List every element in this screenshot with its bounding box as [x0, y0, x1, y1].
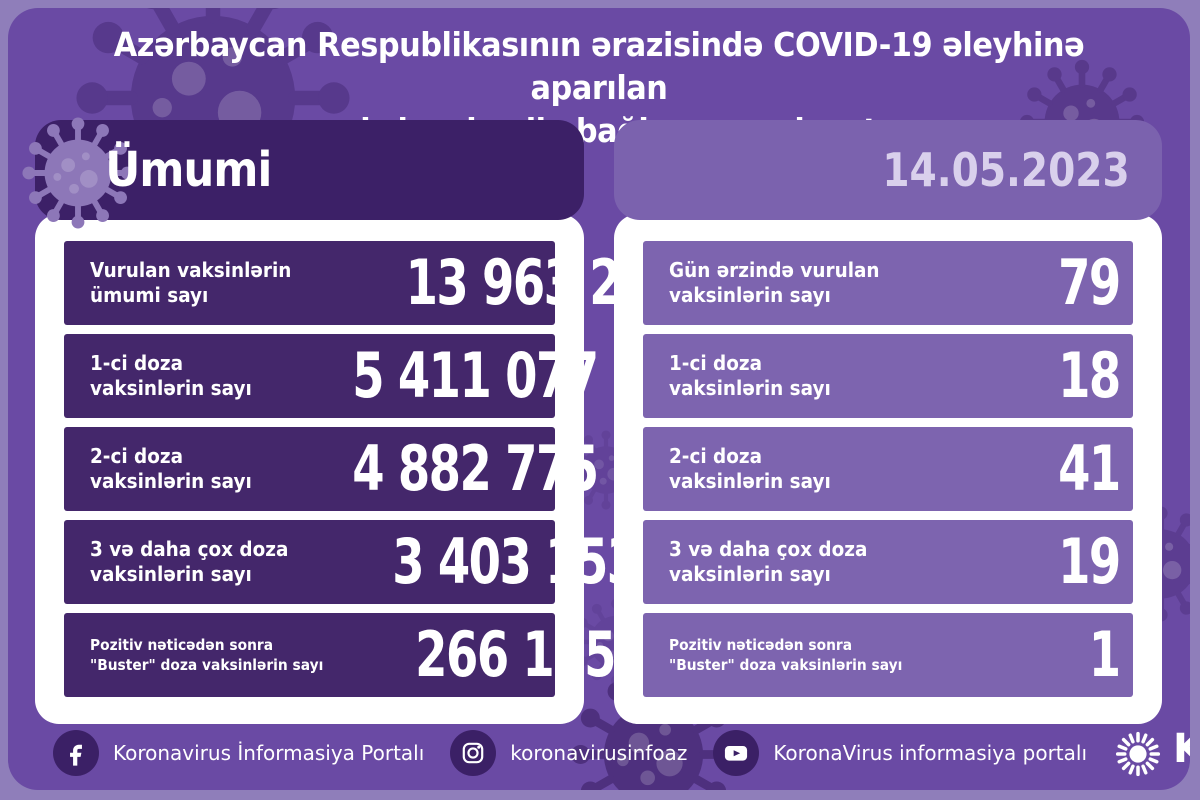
stat-label: 1-ci doza vaksinlərin sayı [668, 350, 831, 400]
daily-panel-body: Gün ərzində vurulan vaksinlərin sayı 79 … [613, 214, 1162, 724]
stat-row-first-dose-total: 1-ci doza vaksinlərin sayı 5 411 077 [64, 334, 599, 418]
footer: Koronavirus İnformasiya Portalı koronavi… [35, 720, 1190, 786]
stat-label: 3 və daha çox doza vaksinlərin sayı [90, 536, 289, 586]
stat-row-second-dose-total: 2-ci doza vaksinlərin sayı 4 882 775 [64, 427, 599, 511]
stat-value: 18 [1057, 339, 1121, 412]
facebook-label: Koronavirus İnformasiya Portalı [113, 741, 425, 765]
stat-value: 19 [1057, 525, 1121, 598]
stat-value: 3 403 153 [391, 525, 639, 598]
stat-label: Vurulan vaksinlərin ümumi sayı [90, 257, 292, 307]
stats-columns: Ümumi Vurulan vaksinlərin ümumi sayı 13 … [35, 120, 1162, 724]
stat-value: 4 882 775 [352, 432, 599, 505]
stat-row-second-dose-daily: 2-ci doza vaksinlərin sayı 41 [642, 427, 1133, 511]
totals-panel-title: Ümumi [105, 142, 272, 198]
page-title-line1: Azərbaycan Respublikasının ərazisində CO… [113, 25, 1085, 107]
totals-panel: Ümumi Vurulan vaksinlərin ümumi sayı 13 … [35, 120, 683, 724]
stat-label: Pozitiv nəticədən sonra "Buster" doza va… [90, 635, 324, 674]
youtube-label: KoronaVirus informasiya portalı [773, 741, 1088, 765]
stat-label: Gün ərzində vurulan vaksinlərin sayı [668, 257, 880, 307]
stat-label: 1-ci doza vaksinlərin sayı [90, 350, 252, 400]
main-card: Azərbaycan Respublikasının ərazisində CO… [8, 8, 1190, 790]
stat-label: 3 və daha çox doza vaksinlərin sayı [668, 536, 867, 586]
stat-label: 2-ci doza vaksinlərin sayı [668, 443, 831, 493]
facebook-link[interactable]: Koronavirus İnformasiya Portalı [53, 730, 424, 776]
stat-value: 41 [1057, 432, 1121, 505]
stat-row-third-dose-daily: 3 və daha çox doza vaksinlərin sayı 19 [642, 520, 1133, 604]
stat-value: 79 [1057, 246, 1121, 319]
totals-panel-header: Ümumi [35, 120, 584, 220]
stat-value: 5 411 077 [352, 339, 599, 412]
stat-row-daily-vaccines: Gün ərzində vurulan vaksinlərin sayı 79 [642, 241, 1133, 325]
instagram-icon [450, 730, 497, 776]
stat-row-third-dose-total: 3 və daha çox doza vaksinlərin sayı 3 40… [64, 520, 639, 604]
virus-icon [1113, 729, 1163, 779]
stat-label: 2-ci doza vaksinlərin sayı [90, 443, 252, 493]
report-date: 14.05.2023 [882, 143, 1130, 197]
facebook-icon [53, 730, 99, 776]
stat-label: Pozitiv nəticədən sonra "Buster" doza va… [668, 635, 902, 674]
stat-value: 266 195 [414, 618, 616, 691]
totals-panel-body: Vurulan vaksinlərin ümumi sayı 13 963 20… [35, 214, 683, 724]
stat-row-booster-total: Pozitiv nəticədən sonra "Buster" doza va… [64, 613, 616, 697]
instagram-label: koronavirusinfoaz [510, 741, 688, 765]
stat-value: 1 [1088, 618, 1121, 691]
stat-row-booster-daily: Pozitiv nəticədən sonra "Buster" doza va… [642, 613, 1133, 697]
youtube-icon [713, 730, 760, 776]
youtube-link[interactable]: KoronaVirus informasiya portalı [713, 730, 1087, 776]
daily-panel-header: 14.05.2023 [613, 120, 1162, 220]
stat-row-total-vaccines: Vurulan vaksinlərin ümumi sayı 13 963 20… [64, 241, 683, 325]
daily-panel: 14.05.2023 Gün ərzində vurulan vaksinlər… [613, 120, 1162, 724]
stat-row-first-dose-daily: 1-ci doza vaksinlərin sayı 18 [642, 334, 1133, 418]
instagram-link[interactable]: koronavirusinfoaz [450, 730, 687, 776]
